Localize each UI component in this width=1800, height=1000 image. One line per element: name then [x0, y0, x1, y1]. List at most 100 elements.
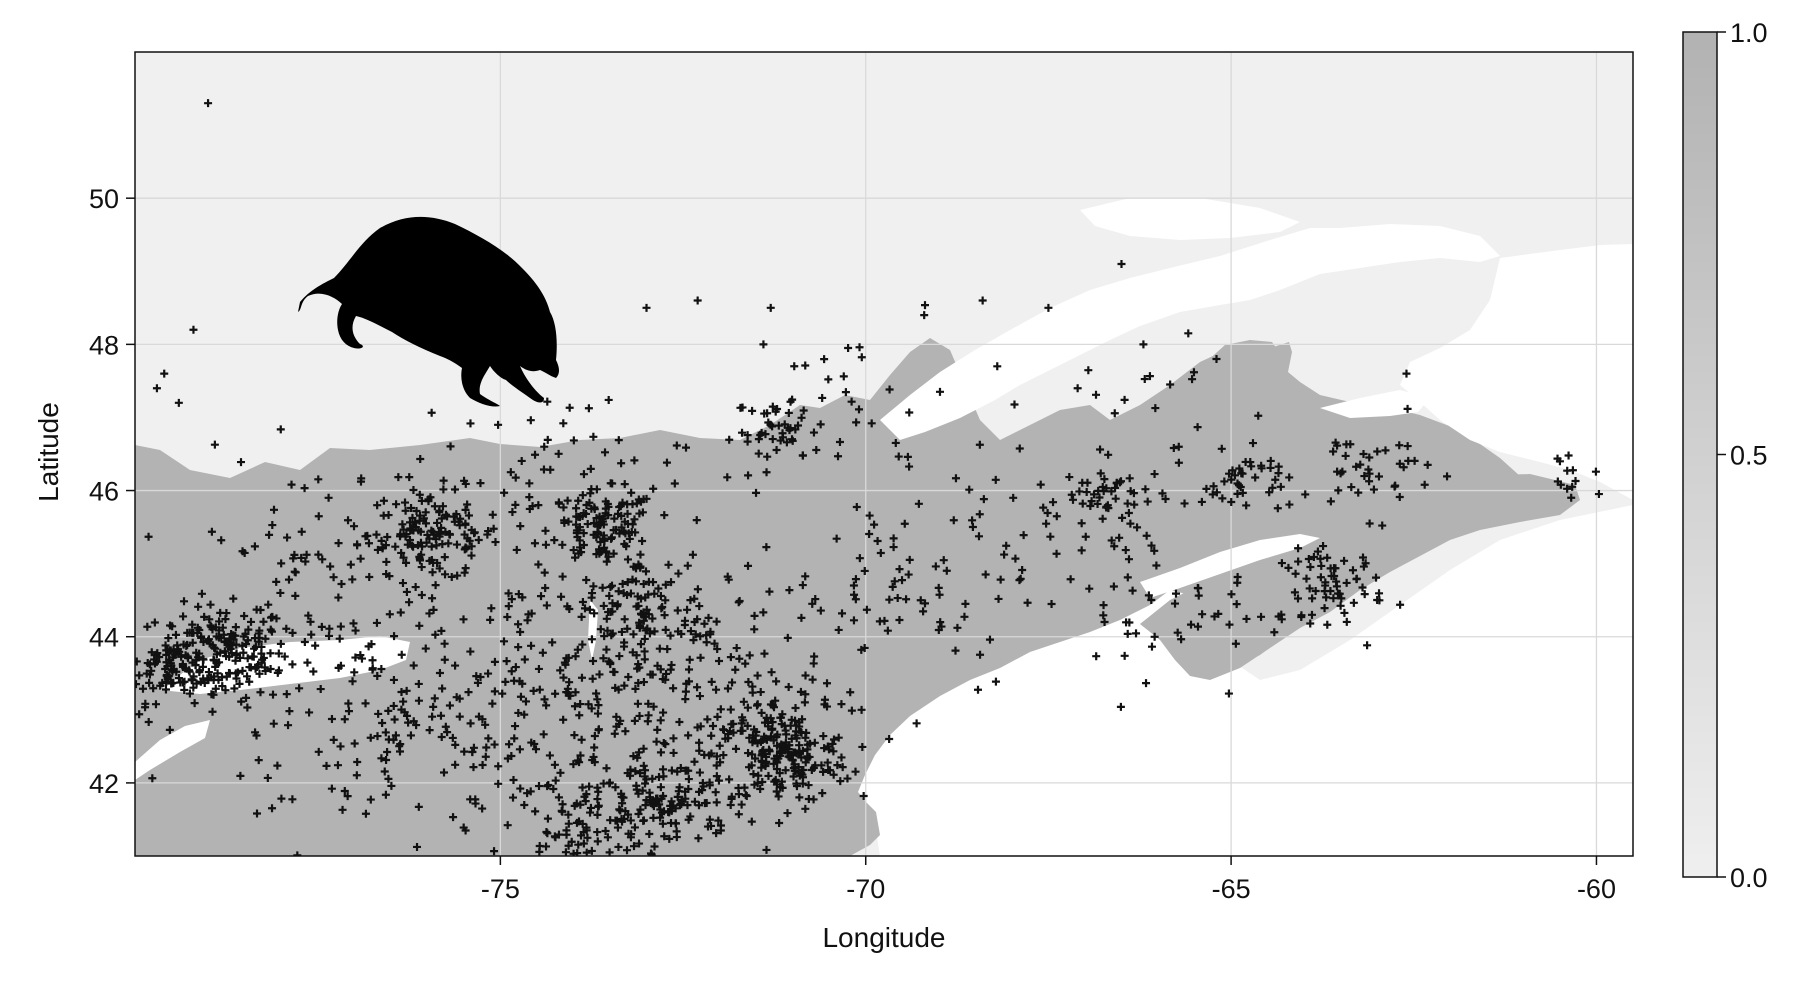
occurrence-point	[343, 792, 352, 801]
occurrence-point	[571, 652, 580, 661]
occurrence-point	[142, 669, 151, 678]
occurrence-point	[750, 736, 759, 745]
occurrence-point	[467, 525, 476, 534]
occurrence-point	[579, 470, 588, 479]
occurrence-point	[178, 660, 187, 669]
occurrence-point	[1358, 583, 1367, 592]
occurrence-point	[851, 575, 860, 584]
occurrence-point	[276, 425, 285, 434]
occurrence-point	[428, 712, 437, 721]
occurrence-point	[335, 634, 344, 643]
occurrence-point	[402, 558, 411, 567]
occurrence-point	[1039, 503, 1048, 512]
colorbar-tick-label: 1.0	[1730, 18, 1768, 48]
occurrence-point	[273, 761, 282, 770]
occurrence-point	[550, 832, 559, 841]
occurrence-point	[714, 776, 723, 785]
occurrence-point	[993, 362, 1002, 371]
occurrence-point	[1342, 578, 1351, 587]
occurrence-point	[639, 608, 648, 617]
occurrence-point	[1274, 462, 1283, 471]
occurrence-point	[574, 512, 583, 521]
occurrence-point	[571, 688, 580, 697]
occurrence-point	[757, 756, 766, 765]
occurrence-point	[661, 580, 670, 589]
occurrence-point	[381, 728, 390, 737]
occurrence-point	[231, 623, 240, 632]
occurrence-point	[750, 625, 759, 634]
occurrence-point	[151, 700, 160, 709]
occurrence-point	[638, 537, 647, 546]
occurrence-point	[350, 668, 359, 677]
occurrence-point	[594, 701, 603, 710]
occurrence-point	[781, 726, 790, 735]
occurrence-point	[673, 606, 682, 615]
occurrence-point	[713, 645, 722, 654]
occurrence-point	[430, 502, 439, 511]
occurrence-point	[575, 543, 584, 552]
occurrence-point	[565, 403, 574, 412]
occurrence-point	[327, 784, 336, 793]
occurrence-point	[935, 387, 944, 396]
occurrence-point	[715, 741, 724, 750]
occurrence-point	[1233, 573, 1242, 582]
occurrence-point	[551, 689, 560, 698]
occurrence-point	[683, 801, 692, 810]
occurrence-point	[207, 527, 216, 536]
occurrence-point	[384, 706, 393, 715]
occurrence-point	[1365, 519, 1374, 528]
occurrence-point	[416, 556, 425, 565]
occurrence-point	[350, 739, 359, 748]
occurrence-point	[570, 801, 579, 810]
occurrence-point	[1133, 523, 1142, 532]
occurrence-point	[484, 734, 493, 743]
atlantic-ocean	[848, 505, 1633, 856]
occurrence-point	[1365, 469, 1374, 478]
occurrence-point	[213, 669, 222, 678]
occurrence-point	[636, 640, 645, 649]
occurrence-point	[876, 549, 885, 558]
occurrence-point	[738, 403, 747, 412]
occurrence-point	[621, 727, 630, 736]
occurrence-point	[648, 774, 657, 783]
occurrence-point	[1069, 495, 1077, 504]
occurrence-point	[1359, 562, 1368, 571]
occurrence-point	[785, 426, 794, 435]
occurrence-point	[1208, 490, 1217, 499]
occurrence-point	[269, 719, 278, 728]
occurrence-point	[344, 699, 353, 708]
occurrence-point	[1126, 519, 1135, 528]
occurrence-point	[580, 604, 589, 613]
occurrence-point	[491, 538, 500, 547]
occurrence-point	[567, 837, 576, 846]
occurrence-point	[1375, 589, 1384, 598]
occurrence-point	[336, 622, 345, 631]
occurrence-point	[1104, 504, 1113, 513]
occurrence-point	[712, 685, 721, 694]
occurrence-point	[659, 739, 668, 748]
occurrence-point	[373, 671, 382, 680]
occurrence-point	[551, 776, 560, 785]
occurrence-point	[748, 406, 757, 415]
occurrence-point	[859, 792, 868, 801]
occurrence-point	[503, 821, 512, 830]
occurrence-point	[690, 594, 699, 603]
occurrence-point	[1052, 512, 1061, 521]
occurrence-point	[1090, 490, 1099, 499]
occurrence-point	[685, 665, 694, 674]
occurrence-point	[439, 768, 448, 777]
occurrence-point	[1270, 628, 1279, 637]
occurrence-point	[582, 826, 591, 835]
occurrence-point	[578, 491, 587, 500]
occurrence-point	[197, 589, 206, 598]
occurrence-point	[919, 607, 928, 616]
occurrence-point	[185, 667, 194, 676]
occurrence-point	[259, 617, 268, 626]
occurrence-point	[1116, 702, 1125, 711]
occurrence-point	[368, 656, 377, 665]
occurrence-point	[498, 689, 507, 698]
occurrence-point	[851, 595, 860, 604]
occurrence-point	[284, 721, 293, 730]
occurrence-point	[1073, 384, 1082, 393]
occurrence-point	[693, 585, 702, 594]
